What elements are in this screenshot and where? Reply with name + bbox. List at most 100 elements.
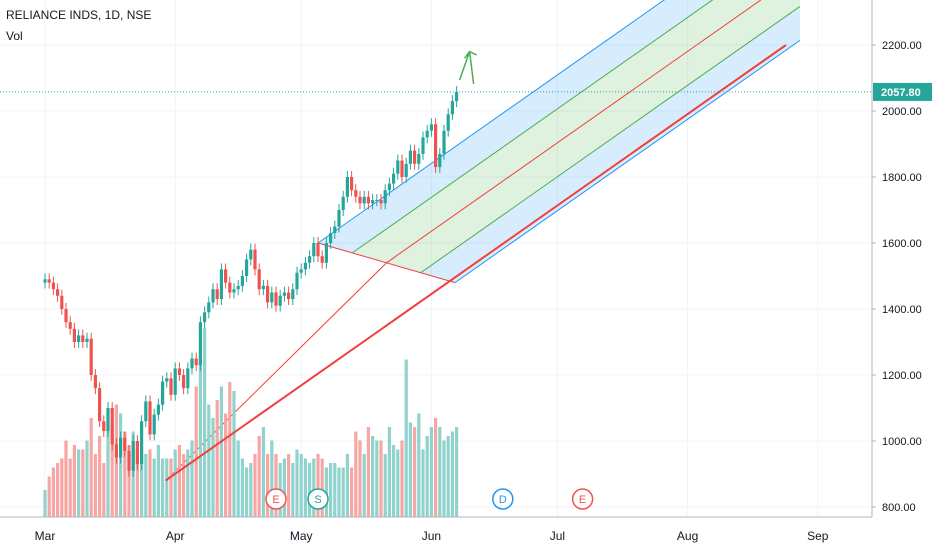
volume-bar bbox=[400, 440, 404, 517]
volume-bar bbox=[186, 449, 190, 517]
volume-bar bbox=[228, 382, 232, 517]
symbol-title[interactable]: RELIANCE INDS, 1D, NSE bbox=[6, 8, 152, 22]
volume-bar bbox=[240, 458, 244, 517]
time-tick-label: Jul bbox=[550, 529, 565, 543]
candle-body bbox=[240, 276, 244, 286]
volume-bar bbox=[219, 386, 223, 517]
volume-bar bbox=[165, 458, 169, 517]
volume-bar bbox=[43, 490, 47, 517]
time-tick-label: May bbox=[290, 529, 313, 543]
candle-body bbox=[161, 381, 165, 405]
channel-outer-upper-line bbox=[317, 0, 665, 244]
candle-body bbox=[85, 338, 89, 342]
volume-bar bbox=[156, 445, 160, 517]
candle-body bbox=[396, 160, 400, 174]
candle-body bbox=[287, 292, 291, 300]
candle-body bbox=[102, 421, 106, 432]
volume-bar bbox=[190, 440, 194, 517]
volume-bar bbox=[387, 427, 391, 517]
volume-bar bbox=[408, 422, 412, 517]
candle-body bbox=[106, 408, 110, 432]
candle-body bbox=[438, 153, 442, 168]
candle-body bbox=[383, 190, 387, 204]
candle-body bbox=[434, 124, 438, 168]
candle-body bbox=[56, 289, 60, 296]
volume-bar bbox=[148, 449, 152, 517]
event-marker-d[interactable]: D bbox=[492, 488, 514, 510]
last-price-badge bbox=[873, 82, 932, 101]
volume-bar bbox=[446, 436, 450, 517]
volume-bar bbox=[392, 445, 396, 517]
candle-body bbox=[140, 421, 144, 465]
channel-inner-lower-line bbox=[420, 6, 801, 274]
volume-bar bbox=[89, 418, 93, 517]
event-badge-label: D bbox=[499, 494, 507, 506]
candle-body bbox=[366, 196, 370, 204]
volume-bar bbox=[425, 436, 429, 517]
candle-body bbox=[43, 279, 47, 283]
volume-indicator-label[interactable]: Vol bbox=[6, 29, 23, 43]
event-badge-label: E bbox=[272, 494, 279, 506]
candle-body bbox=[89, 338, 93, 375]
volume-bar bbox=[308, 463, 312, 517]
candle-body bbox=[446, 114, 450, 131]
volume-bar bbox=[245, 467, 249, 517]
volume-bar bbox=[358, 440, 362, 517]
volume-bar bbox=[455, 427, 459, 517]
candle-body bbox=[93, 375, 97, 389]
volume-bar bbox=[249, 463, 253, 517]
candle-body bbox=[127, 450, 131, 471]
candle-body bbox=[211, 289, 215, 303]
candle-body bbox=[60, 295, 64, 309]
candle-body bbox=[329, 233, 333, 243]
volume-bar bbox=[60, 458, 64, 517]
volume-bar bbox=[287, 454, 291, 517]
candle-body bbox=[47, 279, 51, 283]
candle-body bbox=[165, 378, 169, 382]
volume-bar bbox=[266, 454, 270, 517]
volume-bar bbox=[345, 454, 349, 517]
volume-bar bbox=[207, 404, 211, 517]
event-marker-e[interactable]: E bbox=[265, 488, 287, 510]
volume-bar bbox=[106, 427, 110, 517]
candle-body bbox=[341, 196, 345, 210]
candle-body bbox=[282, 292, 286, 296]
volume-bar bbox=[253, 454, 257, 517]
price-tick-label: 1800.00 bbox=[882, 172, 922, 184]
candle-body bbox=[404, 163, 408, 177]
projection-arrow-icon bbox=[458, 50, 477, 85]
volume-bar bbox=[429, 427, 433, 517]
candle-body bbox=[316, 243, 320, 257]
candle-body bbox=[156, 404, 160, 415]
volume-bar bbox=[316, 454, 320, 517]
volume-bar bbox=[450, 431, 454, 517]
volume-bar bbox=[329, 463, 333, 517]
volume-bar bbox=[123, 431, 127, 517]
price-tick-label: 1200.00 bbox=[882, 370, 922, 382]
candle-body bbox=[98, 388, 102, 422]
channel-median-line bbox=[386, 0, 762, 264]
volume-bar bbox=[98, 436, 102, 517]
candle-body bbox=[51, 282, 55, 290]
channel-fill bbox=[352, 0, 761, 263]
volume-bar bbox=[152, 458, 156, 517]
volume-bar bbox=[282, 458, 286, 517]
candle-body bbox=[421, 137, 425, 154]
volume-bar bbox=[232, 391, 236, 517]
candle-body bbox=[408, 150, 412, 164]
candle-body bbox=[169, 378, 173, 395]
candle-body bbox=[114, 444, 118, 458]
volume-bar bbox=[375, 440, 379, 517]
candle-body bbox=[337, 210, 341, 227]
volume-bar bbox=[324, 467, 328, 517]
volume-bar bbox=[404, 359, 408, 517]
volume-bar bbox=[81, 449, 85, 517]
candle-body bbox=[236, 285, 240, 290]
volume-bar bbox=[127, 445, 131, 517]
event-badge-label: S bbox=[314, 494, 321, 506]
volume-bar bbox=[366, 427, 370, 517]
event-marker-s[interactable]: S bbox=[307, 488, 329, 510]
candle-body bbox=[257, 269, 261, 290]
event-marker-e[interactable]: E bbox=[571, 488, 594, 510]
